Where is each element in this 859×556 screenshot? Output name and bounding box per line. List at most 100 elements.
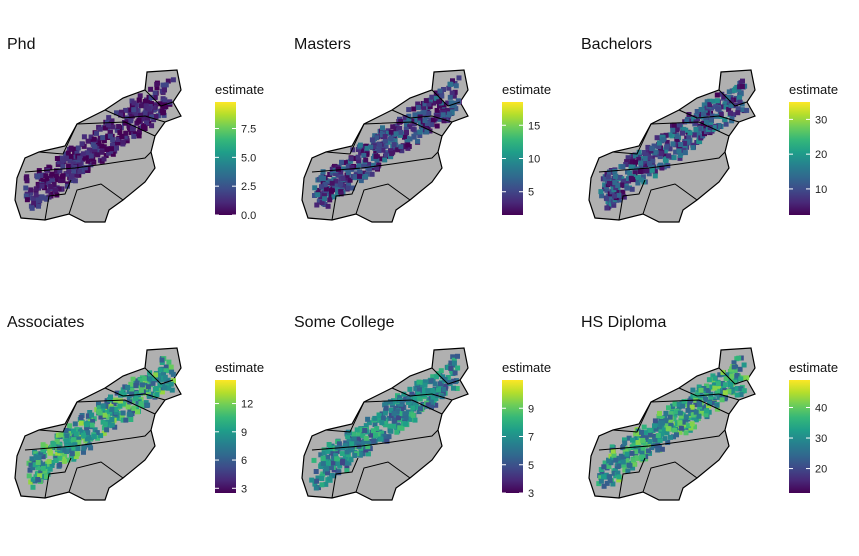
county-cell: [633, 449, 639, 455]
county-cell: [312, 185, 318, 191]
county-cell: [705, 388, 711, 394]
county-cell: [335, 187, 340, 193]
county-cell: [363, 447, 369, 453]
county-cell: [658, 151, 664, 156]
county-cell: [395, 422, 401, 428]
county-cell: [417, 120, 423, 126]
county-cell: [714, 98, 720, 104]
county-cell: [123, 417, 129, 423]
county-cell: [649, 167, 655, 173]
county-cell: [127, 110, 133, 116]
county-cell: [701, 386, 707, 391]
county-cell: [718, 111, 724, 117]
county-cell: [670, 404, 675, 410]
county-cell: [682, 140, 688, 146]
colorbar-tick-label: 30: [815, 433, 827, 445]
county-cell: [599, 470, 605, 476]
county-cell: [403, 118, 409, 124]
county-cell: [313, 485, 319, 491]
county-cell: [376, 148, 382, 154]
colorbar: 0.0 2.5 5.0 7.5: [215, 102, 256, 222]
county-cell: [91, 159, 97, 165]
county-cell: [138, 390, 144, 396]
county-cell: [136, 129, 142, 135]
county-cell: [149, 114, 154, 120]
county-cell: [652, 150, 658, 156]
county-cell: [625, 176, 631, 182]
county-cell: [649, 146, 655, 152]
county-cell: [708, 122, 714, 128]
colorbar: 3 5 7 9: [502, 380, 534, 500]
county-cell: [78, 415, 84, 420]
county-cell: [129, 113, 135, 119]
county-cell: [432, 381, 438, 387]
county-cell: [355, 154, 361, 160]
county-cell: [325, 448, 331, 454]
county-cell: [641, 158, 647, 164]
county-cell: [664, 140, 670, 145]
county-cell: [398, 144, 404, 150]
colorbar-tick-label: 40: [815, 402, 827, 414]
county-cell: [659, 446, 665, 452]
county-cell: [74, 427, 80, 433]
county-cell: [668, 422, 674, 428]
county-cell: [131, 124, 137, 130]
county-cell: [712, 385, 718, 391]
county-cell: [631, 461, 637, 467]
county-cell: [411, 397, 417, 403]
panel-title: Some College: [294, 314, 395, 331]
county-cell: [120, 139, 126, 145]
county-cell: [711, 382, 717, 388]
county-cell: [736, 355, 742, 361]
county-cell: [350, 147, 356, 153]
county-cell: [309, 477, 315, 483]
county-cell: [81, 134, 87, 140]
county-cell: [36, 200, 42, 206]
county-cell: [110, 142, 115, 148]
county-cell: [434, 123, 440, 129]
county-cell: [388, 129, 394, 135]
county-cell: [70, 437, 76, 443]
county-cell: [719, 91, 725, 97]
county-cell: [388, 407, 394, 413]
county-cell: [372, 422, 378, 428]
county-cell: [379, 411, 385, 417]
county-cell: [38, 173, 43, 178]
county-cell: [96, 401, 101, 407]
county-cell: [389, 151, 395, 157]
county-cell: [35, 465, 41, 471]
county-cell: [113, 409, 119, 415]
county-cell: [620, 445, 626, 451]
county-cell: [128, 118, 134, 124]
county-cell: [664, 430, 670, 436]
county-cell: [119, 109, 124, 115]
state-border-line: [612, 401, 652, 433]
county-cell: [47, 165, 53, 171]
county-cells: [598, 78, 750, 211]
county-cell: [70, 161, 76, 167]
county-cell: [411, 106, 417, 112]
county-cell: [331, 455, 337, 461]
county-cell: [704, 99, 710, 105]
county-cell: [23, 185, 29, 191]
county-cell: [360, 148, 366, 154]
county-cell: [715, 106, 721, 112]
county-cell: [661, 427, 667, 433]
county-cell: [666, 153, 672, 159]
county-cell: [138, 401, 144, 407]
county-cell: [431, 100, 437, 106]
county-cell: [58, 432, 64, 438]
county-cell: [329, 180, 335, 186]
county-cell: [451, 378, 457, 384]
county-cell: [721, 385, 727, 391]
county-cell: [657, 437, 663, 443]
county-cell: [739, 107, 745, 113]
county-cell: [425, 402, 431, 408]
county-cell: [685, 139, 690, 145]
county-cell: [660, 137, 666, 143]
county-cell: [159, 389, 165, 395]
county-cell: [684, 118, 690, 124]
county-cell: [66, 163, 72, 169]
county-cell: [421, 123, 427, 129]
county-cell: [141, 124, 146, 130]
